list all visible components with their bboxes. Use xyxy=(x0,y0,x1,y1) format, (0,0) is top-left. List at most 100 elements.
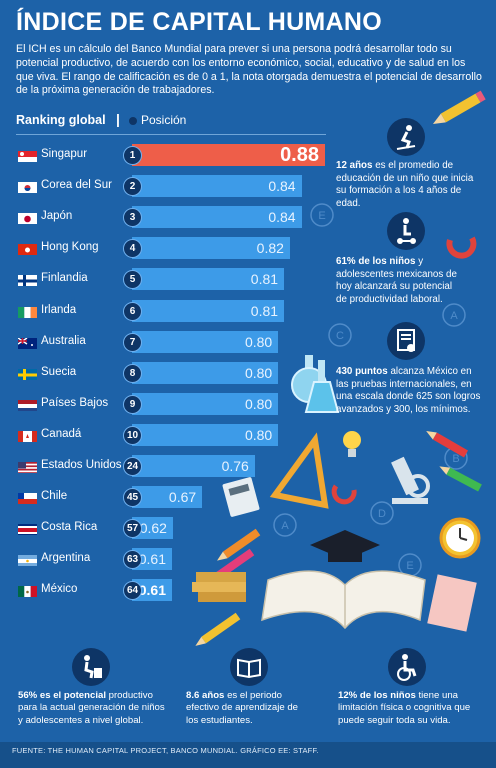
microscope-icon xyxy=(391,456,430,504)
svg-text:E: E xyxy=(318,210,325,222)
ranking-row: Finlandia 0.81 5 xyxy=(0,263,340,294)
position-legend-dot xyxy=(129,117,137,125)
open-book-illustration xyxy=(261,570,426,630)
bottom-1-text: productivo para la actual generación de … xyxy=(18,690,165,726)
value-label: 0.61 xyxy=(138,551,166,568)
ranking-row: Canadá 0.80 10 xyxy=(0,419,340,450)
value-label: 0.80 xyxy=(244,364,273,381)
fact-2-bold: 61% de los niños xyxy=(336,256,416,267)
country-name: Irlanda xyxy=(41,303,77,316)
position-badge: 6 xyxy=(123,301,142,321)
wheelchair-icon xyxy=(388,648,426,686)
value-label: 0.88 xyxy=(280,144,319,166)
ranking-separator: | xyxy=(116,111,120,127)
pencil-icon xyxy=(217,528,261,561)
position-badge: 57 xyxy=(123,519,142,539)
ranking-bar xyxy=(132,237,290,260)
position-badge: 45 xyxy=(123,488,142,508)
position-badge: 10 xyxy=(123,425,142,445)
ranking-bar xyxy=(132,299,285,322)
value-label: 0.62 xyxy=(139,520,167,537)
value-label: 0.81 xyxy=(250,302,279,319)
sweden-flag xyxy=(18,368,37,380)
hong-kong-flag xyxy=(18,243,37,256)
graduation-cap-icon xyxy=(310,530,380,562)
country-name: Chile xyxy=(41,490,68,503)
position-badge: 4 xyxy=(123,239,142,259)
country-name: Estados Unidos xyxy=(41,459,122,471)
position-badge: 3 xyxy=(123,208,142,228)
flask-icon xyxy=(291,355,340,413)
netherlands-flag xyxy=(18,399,37,411)
ranking-row: Singapur 0.88 1 xyxy=(0,139,340,170)
argentina-flag xyxy=(18,554,37,567)
worker-icon xyxy=(72,648,110,686)
fact-1-bold: 12 años xyxy=(336,160,373,171)
ranking-row: Corea del Sur 0.84 2 xyxy=(0,170,340,201)
open-book-icon xyxy=(230,648,268,686)
australia-flag xyxy=(18,336,37,349)
ranking-bar xyxy=(132,268,285,291)
source-note: FUENTE: THE HUMAN CAPITAL PROJECT, BANCO… xyxy=(12,746,319,755)
svg-text:B: B xyxy=(452,453,459,465)
value-label: 0.82 xyxy=(256,240,284,257)
japan-flag xyxy=(18,212,37,225)
fact-2-text: y adolescentes mexicanos de hoy alcanzar… xyxy=(336,256,457,305)
fact-test-points: 430 puntos alcanza México en las pruebas… xyxy=(336,366,484,416)
svg-text:D: D xyxy=(378,508,386,520)
country-name: Corea del Sur xyxy=(41,179,112,192)
ranking-bar xyxy=(132,206,302,229)
magnet-icon xyxy=(331,484,357,505)
bottom-fact-limitation: 12% de los niños tiene una limitación fí… xyxy=(338,690,488,727)
skater-icon xyxy=(387,118,425,156)
ranking-heading: Ranking global xyxy=(16,113,106,127)
ranking-bar xyxy=(132,455,255,477)
fact-3-bold: 430 puntos xyxy=(336,366,388,377)
position-badge: 9 xyxy=(123,394,142,414)
country-name: Argentina xyxy=(41,552,91,565)
country-name: Costa Rica xyxy=(41,521,98,534)
ranking-row: Chile 0.67 45 xyxy=(0,481,340,512)
ranking-bar xyxy=(132,330,279,353)
ranking-bar xyxy=(132,144,325,166)
pencil-icon xyxy=(432,90,486,124)
ranking-bar xyxy=(132,423,279,446)
value-label: 0.61 xyxy=(138,582,166,599)
bottom-fact-potential: 56% es el potencial productivo para la a… xyxy=(18,690,168,727)
calculator-icon xyxy=(222,477,260,517)
ranking-bar xyxy=(132,175,302,198)
ranking-row: Países Bajos 0.80 9 xyxy=(0,388,340,419)
value-label: 0.84 xyxy=(268,209,296,226)
ireland-flag xyxy=(18,306,37,318)
value-label: 0.67 xyxy=(168,489,197,506)
ranking-bar xyxy=(132,548,172,571)
value-label: 0.80 xyxy=(244,395,273,412)
lightbulb-icon xyxy=(343,431,361,457)
pencil-icon xyxy=(195,612,241,646)
bottom-3-bold: 12% de los niños xyxy=(338,690,416,701)
books-stack-icon xyxy=(192,572,246,602)
bottom-2-bold: 8.6 años xyxy=(186,690,225,701)
position-badge: 24 xyxy=(123,457,142,476)
svg-text:C: C xyxy=(336,330,344,342)
ranking-row: México 0.61 64 xyxy=(0,574,340,605)
country-name: Singapur xyxy=(41,148,88,160)
set-square-icon xyxy=(269,432,329,509)
country-name: Suecia xyxy=(41,365,77,378)
bottom-2-text: es el periodo efectivo de aprendizaje de… xyxy=(186,690,299,726)
bottom-3-text: tiene una limitación física o cognitiva … xyxy=(338,690,471,726)
ranking-row: Australia 0.80 7 xyxy=(0,326,340,357)
value-label: 0.84 xyxy=(268,178,296,195)
ranking-divider xyxy=(16,134,326,135)
ranking-row: Japón 0.84 3 xyxy=(0,201,340,232)
country-name: Finlandia xyxy=(41,272,88,285)
ranking-bar xyxy=(132,579,172,602)
position-badge: 63 xyxy=(123,550,142,570)
ranking-row: Hong Kong 0.82 4 xyxy=(0,232,340,263)
footer-bar xyxy=(0,742,496,768)
ranking-row: Irlanda 0.81 6 xyxy=(0,295,340,326)
fact-productivity-potential: 61% de los niños y adolescentes mexicano… xyxy=(336,256,464,306)
intro-text: El ICH es un cálculo del Banco Mundial p… xyxy=(16,43,482,97)
country-name: Australia xyxy=(41,334,86,347)
